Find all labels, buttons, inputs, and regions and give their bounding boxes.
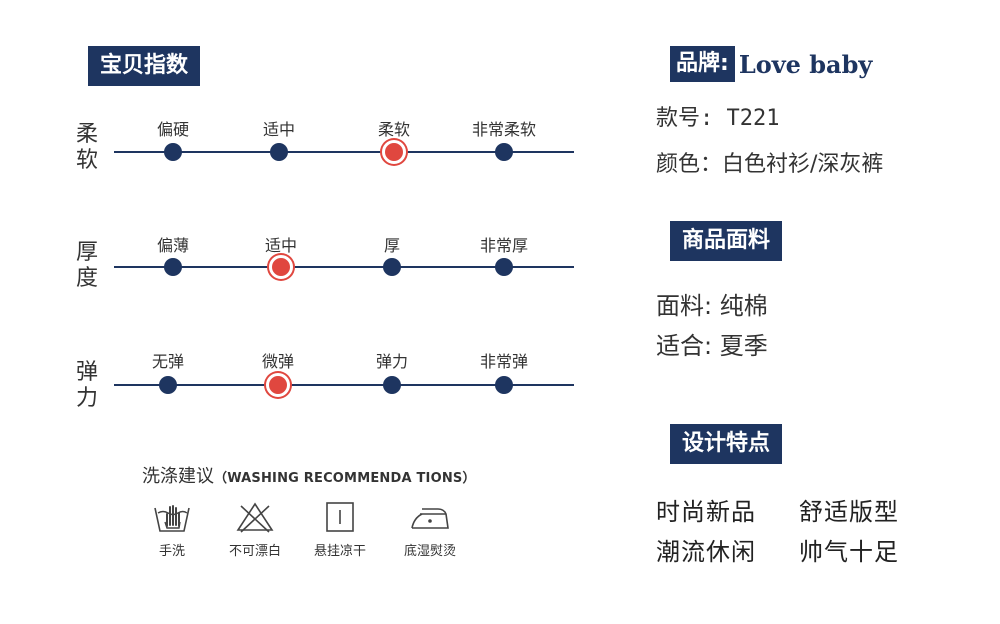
scale-line bbox=[114, 266, 574, 268]
scale-dot bbox=[270, 143, 288, 161]
scale-dot bbox=[159, 376, 177, 394]
scale-dot bbox=[383, 258, 401, 276]
option-label: 无弹 bbox=[151, 352, 185, 371]
care-item-hand-wash: 手洗 bbox=[132, 500, 212, 559]
scale-dot-selected bbox=[266, 373, 290, 397]
scale-dot bbox=[383, 376, 401, 394]
option-label: 非常弹 bbox=[479, 352, 529, 371]
scale-line bbox=[114, 384, 574, 386]
option-label: 柔软 bbox=[377, 120, 411, 139]
hang-dry-icon bbox=[326, 502, 354, 532]
feature-item: 舒适版型 bbox=[799, 498, 899, 526]
no-bleach-icon bbox=[236, 502, 274, 533]
washing-title-text: 洗涤建议 bbox=[142, 466, 214, 487]
feature-item: 潮流休闲 bbox=[656, 538, 756, 566]
option-label: 厚 bbox=[383, 236, 401, 255]
section-title-product-index: 宝贝指数 bbox=[88, 46, 201, 86]
option-label: 适中 bbox=[264, 236, 298, 255]
style-number: 款号: T221 bbox=[656, 106, 780, 131]
care-label: 底湿熨烫 bbox=[403, 544, 456, 559]
scale-label: 厚度 bbox=[75, 240, 98, 291]
section-title-fabric: 商品面料 bbox=[670, 221, 783, 261]
feature-item: 帅气十足 bbox=[799, 538, 899, 566]
feature-item: 时尚新品 bbox=[656, 498, 756, 526]
scale-line bbox=[114, 151, 574, 153]
scale-dot bbox=[495, 376, 513, 394]
care-label: 悬挂凉干 bbox=[313, 544, 366, 559]
option-label: 适中 bbox=[262, 120, 296, 139]
care-item-hang-dry: 悬挂凉干 bbox=[300, 500, 380, 559]
color-info: 颜色：白色衬衫/深灰裤 bbox=[656, 152, 884, 177]
scale-dot-selected bbox=[382, 140, 406, 164]
option-label: 偏硬 bbox=[156, 120, 190, 139]
option-label: 微弹 bbox=[261, 352, 295, 371]
scale-label: 弹力 bbox=[75, 360, 98, 411]
care-label: 不可漂白 bbox=[228, 544, 281, 559]
brand-label: 品牌: bbox=[670, 46, 735, 82]
section-title-design: 设计特点 bbox=[670, 424, 783, 464]
option-label: 偏薄 bbox=[156, 236, 190, 255]
care-label: 手洗 bbox=[158, 544, 185, 559]
low-iron-icon bbox=[411, 508, 449, 529]
hand-wash-icon bbox=[154, 505, 190, 532]
scale-dot bbox=[164, 258, 182, 276]
scale-dot bbox=[164, 143, 182, 161]
scale-dot bbox=[495, 258, 513, 276]
scale-dot bbox=[495, 143, 513, 161]
scale-label: 柔软 bbox=[75, 122, 98, 173]
care-item-no-bleach: 不可漂白 bbox=[215, 500, 295, 559]
option-label: 非常厚 bbox=[479, 236, 529, 255]
fabric-season: 适合: 夏季 bbox=[656, 332, 768, 360]
care-item-low-iron: 底湿熨烫 bbox=[390, 500, 470, 559]
option-label: 非常柔软 bbox=[471, 120, 537, 139]
fabric-material: 面料: 纯棉 bbox=[656, 292, 768, 320]
washing-subtitle: （WASHING RECOMMENDA TIONS） bbox=[214, 471, 476, 486]
brand-value: Love baby bbox=[738, 49, 873, 79]
scale-dot-selected bbox=[269, 255, 293, 279]
option-label: 弹力 bbox=[375, 352, 409, 371]
washing-title: 洗涤建议（WASHING RECOMMENDA TIONS） bbox=[142, 462, 476, 488]
brand-row: 品牌: Love baby bbox=[670, 46, 872, 82]
